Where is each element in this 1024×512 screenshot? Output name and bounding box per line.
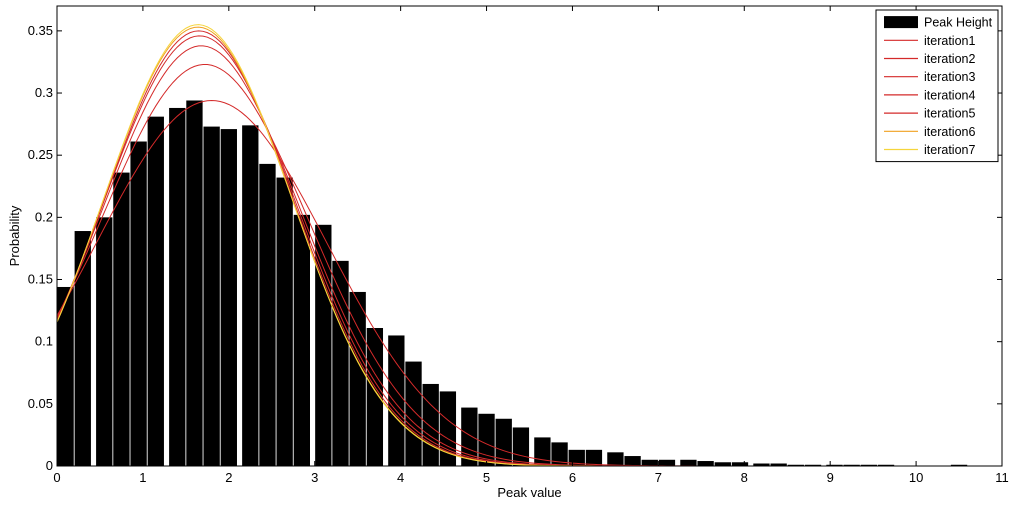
legend-label: iteration3 [924, 70, 975, 84]
bar [422, 383, 439, 466]
x-axis-label: Peak value [497, 485, 561, 500]
bar [74, 231, 91, 466]
bar [259, 163, 276, 466]
y-tick-label: 0.3 [35, 85, 53, 100]
bar [534, 437, 551, 466]
bar [512, 427, 530, 466]
x-tick-label: 4 [397, 470, 404, 485]
bar [169, 107, 186, 466]
x-tick-label: 0 [53, 470, 60, 485]
legend-label: iteration4 [924, 88, 975, 102]
x-tick-label: 7 [655, 470, 662, 485]
bar [607, 452, 624, 466]
legend-label: iteration7 [924, 143, 975, 157]
plot-frame [56, 5, 1003, 467]
bar [714, 462, 731, 466]
bar [950, 464, 968, 466]
bar [658, 459, 676, 466]
x-axis-ticks: 0 1 2 3 4 5 6 7 8 9 10 11 [53, 6, 1009, 485]
y-tick-label: 0.15 [28, 272, 53, 287]
y-tick-label: 0.1 [35, 334, 53, 349]
y-tick-label: 0.2 [35, 209, 53, 224]
bar [478, 413, 495, 466]
bar [804, 464, 822, 466]
y-tick-label: 0.35 [28, 23, 53, 38]
bar [843, 464, 860, 466]
x-tick-label: 3 [311, 470, 318, 485]
bar [349, 291, 366, 466]
x-tick-label: 2 [225, 470, 232, 485]
legend-label: iteration2 [924, 52, 975, 66]
bar [551, 442, 568, 466]
bar [585, 449, 603, 466]
legend-swatch-bar [884, 16, 918, 29]
legend-label: Peak Height [924, 16, 993, 30]
x-tick-label: 6 [569, 470, 576, 485]
legend-label: iteration5 [924, 107, 975, 121]
x-tick-label: 9 [827, 470, 834, 485]
y-tick-label: 0 [46, 458, 53, 473]
bar [680, 459, 697, 466]
bar [147, 116, 164, 467]
bar [203, 126, 220, 466]
y-axis-label: Probability [7, 205, 22, 266]
x-tick-label: 10 [909, 470, 923, 485]
legend-label: iteration6 [924, 125, 975, 139]
bar [405, 361, 422, 466]
bar [787, 464, 804, 466]
x-tick-label: 5 [483, 470, 490, 485]
bar [220, 129, 237, 466]
bar [770, 463, 787, 466]
bar-series [57, 100, 968, 467]
bar [57, 286, 74, 466]
bar [96, 217, 113, 466]
legend: Peak Height iteration1 iteration2 iteration… [875, 9, 999, 163]
bar [641, 459, 658, 466]
bar [130, 141, 147, 466]
bar [113, 172, 130, 466]
bar [731, 462, 749, 466]
y-tick-label: 0.25 [28, 147, 53, 162]
legend-box [875, 9, 999, 163]
legend-label: iteration1 [924, 34, 975, 48]
bar [753, 463, 770, 466]
bar [877, 464, 895, 466]
bar [860, 464, 877, 466]
y-axis-ticks: 0 0.05 0.1 0.15 0.2 0.25 0.3 0.35 [28, 23, 1002, 473]
bar [186, 100, 203, 467]
bar [697, 461, 714, 466]
bar [624, 456, 641, 466]
bar [366, 328, 384, 466]
bar [826, 464, 843, 466]
bar [242, 125, 259, 466]
bar [293, 214, 310, 466]
bar [276, 177, 293, 466]
x-tick-label: 8 [741, 470, 748, 485]
x-tick-label: 11 [995, 470, 1009, 485]
x-tick-label: 1 [139, 470, 146, 485]
bar [495, 418, 512, 466]
y-tick-label: 0.05 [28, 396, 53, 411]
